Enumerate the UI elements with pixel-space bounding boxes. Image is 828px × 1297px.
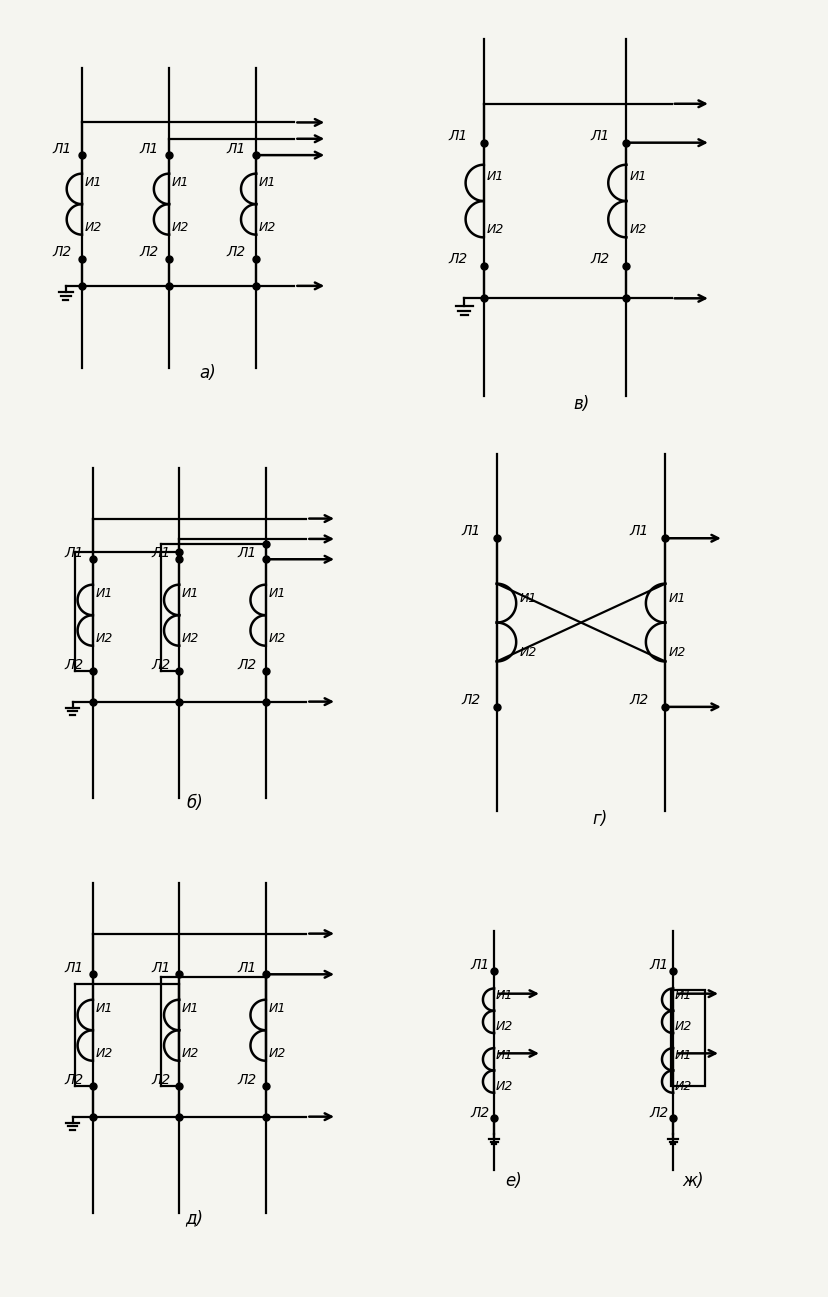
Text: И1: И1 [268, 588, 286, 601]
Text: Л2: Л2 [152, 1073, 171, 1087]
Text: а): а) [199, 364, 215, 383]
Text: б): б) [186, 794, 203, 812]
Text: Л1: Л1 [629, 524, 648, 538]
Text: Л1: Л1 [65, 961, 84, 975]
Text: Л1: Л1 [460, 524, 479, 538]
Bar [671, 990, 704, 1086]
Text: И2: И2 [181, 632, 199, 645]
Text: И1: И1 [495, 988, 513, 1001]
Text: И1: И1 [171, 176, 189, 189]
Text: Л1: Л1 [469, 958, 489, 971]
Text: г): г) [592, 809, 608, 827]
Text: Л2: Л2 [65, 1073, 84, 1087]
Text: Л2: Л2 [152, 658, 171, 672]
Text: И1: И1 [258, 176, 276, 189]
Text: И1: И1 [495, 1048, 513, 1061]
Text: в): в) [572, 394, 589, 412]
Text: Л2: Л2 [52, 245, 71, 259]
Text: Л1: Л1 [52, 141, 71, 156]
Text: И2: И2 [674, 1019, 691, 1032]
Text: Л1: Л1 [590, 128, 609, 143]
Text: Л2: Л2 [469, 1105, 489, 1119]
Text: И1: И1 [667, 591, 685, 604]
Text: Л2: Л2 [238, 1073, 257, 1087]
Text: д): д) [185, 1209, 204, 1227]
Text: Л2: Л2 [448, 252, 467, 266]
Text: И2: И2 [674, 1079, 691, 1092]
Text: И1: И1 [95, 588, 113, 601]
Text: Л2: Л2 [65, 658, 84, 672]
Text: Л1: Л1 [238, 546, 257, 560]
Text: И2: И2 [268, 1047, 286, 1060]
Text: И2: И2 [84, 222, 102, 235]
Text: Л1: Л1 [65, 546, 84, 560]
Text: И2: И2 [667, 646, 685, 659]
Text: И1: И1 [95, 1003, 113, 1016]
Text: И1: И1 [674, 988, 691, 1001]
Text: И2: И2 [495, 1079, 513, 1092]
Text: И2: И2 [258, 222, 276, 235]
Text: Л2: Л2 [590, 252, 609, 266]
Text: И1: И1 [486, 170, 503, 183]
Text: И2: И2 [95, 1047, 113, 1060]
Text: И1: И1 [181, 588, 199, 601]
Text: Л2: Л2 [238, 658, 257, 672]
Text: Л1: Л1 [648, 958, 667, 971]
Text: И1: И1 [629, 170, 647, 183]
Text: Л2: Л2 [648, 1105, 667, 1119]
Text: И2: И2 [629, 223, 647, 236]
Text: ж): ж) [681, 1172, 703, 1189]
Text: Л1: Л1 [152, 961, 171, 975]
Text: И2: И2 [486, 223, 503, 236]
Text: Л2: Л2 [226, 245, 245, 259]
Text: И1: И1 [268, 1003, 286, 1016]
Text: И2: И2 [495, 1019, 513, 1032]
Text: Л1: Л1 [448, 128, 467, 143]
Text: Л1: Л1 [226, 141, 245, 156]
Text: И1: И1 [519, 591, 537, 604]
Text: И2: И2 [519, 646, 537, 659]
Text: е): е) [505, 1172, 522, 1189]
Text: И1: И1 [181, 1003, 199, 1016]
Text: Л2: Л2 [629, 693, 648, 707]
Text: И2: И2 [268, 632, 286, 645]
Text: Л1: Л1 [139, 141, 158, 156]
Text: И2: И2 [181, 1047, 199, 1060]
Text: И1: И1 [84, 176, 102, 189]
Text: Л1: Л1 [152, 546, 171, 560]
Text: Л2: Л2 [139, 245, 158, 259]
Text: И2: И2 [95, 632, 113, 645]
Text: Л2: Л2 [460, 693, 479, 707]
Text: И2: И2 [171, 222, 189, 235]
Text: И1: И1 [674, 1048, 691, 1061]
Text: Л1: Л1 [238, 961, 257, 975]
